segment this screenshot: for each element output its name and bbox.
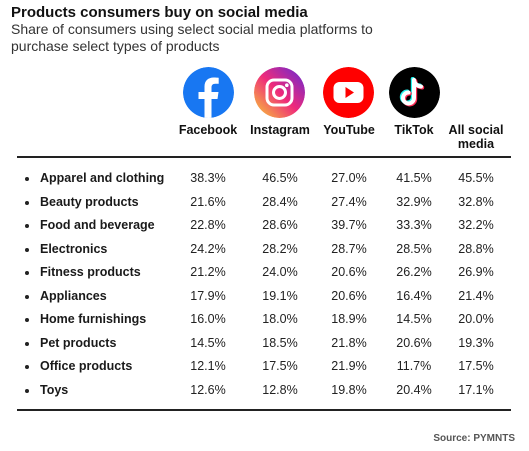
table-cell: 22.8% [190, 218, 226, 232]
facebook-icon [183, 67, 234, 118]
row-bullet [25, 318, 29, 322]
row-bullet [25, 294, 29, 299]
table-cell: 19.8% [331, 382, 367, 397]
row-bullet [25, 177, 29, 181]
table-cell: 28.4% [262, 194, 298, 209]
table-cell: 20.6% [396, 335, 432, 350]
table-cell: 17.5% [458, 359, 494, 373]
table-cell: 26.9% [458, 265, 494, 279]
table-cell: 24.0% [262, 265, 298, 279]
tiktok-icon [389, 67, 440, 118]
table-cell: 18.9% [331, 312, 367, 326]
table-cell: 39.7% [331, 218, 367, 232]
table-row: Appliances 17.9% 19.1% 20.6% 16.4% 21.4% [0, 286, 529, 309]
row-label: Pet products [40, 335, 117, 350]
row-label: Beauty products [40, 194, 139, 209]
column-header-facebook: Facebook [178, 123, 238, 137]
table-cell: 41.5% [396, 171, 432, 185]
table-cell: 12.6% [190, 382, 226, 397]
table-cell: 17.5% [262, 359, 298, 373]
table-cell: 27.0% [331, 171, 367, 185]
column-header-tiktok: TikTok [394, 123, 434, 137]
table-cell: 16.0% [190, 312, 226, 326]
table-cell: 46.5% [262, 171, 298, 185]
chart-subtitle: Share of consumers using select social m… [11, 21, 373, 54]
table-cell: 20.4% [396, 382, 432, 397]
table-row: Home furnishings 16.0% 18.0% 18.9% 14.5% 20.0… [0, 309, 529, 332]
table-row: Food and beverage 22.8% 28.6% 39.7% 33.3% 32.… [0, 215, 529, 238]
table-cell: 21.4% [458, 288, 494, 303]
source-note: Source: PYMNTS [433, 433, 515, 444]
row-label: Fitness products [40, 265, 141, 279]
row-label: Food and beverage [40, 218, 155, 232]
row-label: Toys [40, 382, 69, 397]
table-cell: 20.6% [331, 265, 367, 279]
column-header-youtube: YouTube [323, 123, 375, 137]
table-cell: 16.4% [396, 288, 432, 303]
table-cell: 21.8% [331, 335, 367, 350]
column-header-all-social-media: All social media [448, 123, 504, 151]
row-bullet [25, 247, 29, 252]
row-bullet [25, 341, 29, 346]
table-cell: 21.2% [190, 265, 226, 279]
table-cell: 14.5% [396, 312, 432, 326]
table-row: Pet products 14.5% 18.5% 21.8% 20.6% 19.3% [0, 333, 529, 356]
table-row: Apparel and clothing 38.3% 46.5% 27.0% 41.5%… [0, 168, 529, 191]
table-cell: 21.6% [190, 194, 226, 209]
row-label: Home furnishings [40, 312, 147, 326]
row-bullet [25, 365, 29, 369]
row-bullet [25, 224, 29, 228]
table-cell: 45.5% [458, 171, 494, 185]
table-cell: 28.8% [458, 241, 494, 256]
table-cell: 32.2% [458, 218, 494, 232]
table-cell: 28.7% [331, 241, 367, 256]
table-cell: 18.0% [262, 312, 298, 326]
table-cell: 28.5% [396, 241, 432, 256]
row-label: Office products [40, 359, 133, 373]
table-cell: 11.7% [396, 359, 432, 373]
table-cell: 20.6% [331, 288, 367, 303]
column-header-instagram: Instagram [250, 123, 310, 137]
table-cell: 28.6% [262, 218, 298, 232]
table-cell: 12.1% [190, 359, 226, 373]
table-cell: 20.0% [458, 312, 494, 326]
table-cell: 12.8% [262, 382, 298, 397]
row-bullet [25, 388, 29, 393]
table-row: Electronics 24.2% 28.2% 28.7% 28.5% 28.8% [0, 239, 529, 262]
row-label: Appliances [40, 288, 107, 303]
table-cell: 19.3% [458, 335, 494, 350]
table-row: Fitness products 21.2% 24.0% 20.6% 26.2% 26.9… [0, 262, 529, 285]
instagram-icon [254, 67, 305, 118]
table-cell: 19.1% [262, 288, 298, 303]
table-cell: 26.2% [396, 265, 432, 279]
row-bullet [25, 200, 29, 205]
table-cell: 27.4% [331, 194, 367, 209]
chart-title: Products consumers buy on social media [11, 4, 308, 21]
table-row: Beauty products 21.6% 28.4% 27.4% 32.9% 32.8% [0, 192, 529, 215]
table-cell: 17.9% [190, 288, 226, 303]
table-cell: 21.9% [331, 359, 367, 373]
table-cell: 24.2% [190, 241, 226, 256]
table-bottom-rule [17, 409, 511, 411]
table-row: Office products 12.1% 17.5% 21.9% 11.7% 17.5% [0, 356, 529, 379]
table-cell: 32.8% [458, 194, 494, 209]
table-cell: 33.3% [396, 218, 432, 232]
table-cell: 17.1% [458, 382, 494, 397]
table-cell: 28.2% [262, 241, 298, 256]
youtube-icon [323, 67, 374, 118]
table-top-rule [17, 156, 511, 158]
table-cell: 38.3% [190, 171, 226, 185]
table-cell: 14.5% [190, 335, 226, 350]
table-row: Toys 12.6% 12.8% 19.8% 20.4% 17.1% [0, 380, 529, 403]
row-label: Apparel and clothing [40, 171, 165, 185]
row-bullet [25, 271, 29, 275]
row-label: Electronics [40, 241, 108, 256]
table-cell: 32.9% [396, 194, 432, 209]
table-cell: 18.5% [262, 335, 298, 350]
